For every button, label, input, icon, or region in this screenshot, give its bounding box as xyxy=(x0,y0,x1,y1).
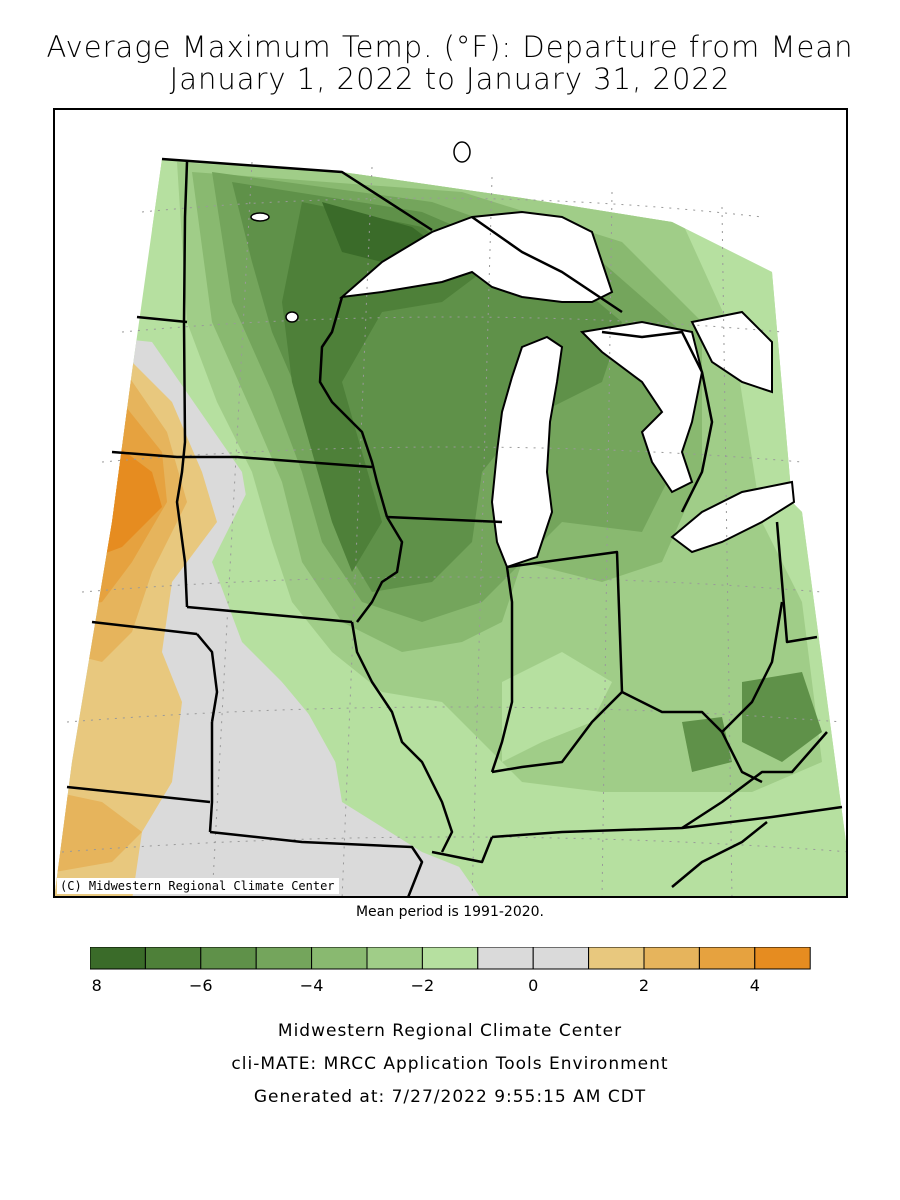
lake-shorelines xyxy=(338,210,796,569)
border-ia-wi xyxy=(356,516,404,623)
legend-swatch xyxy=(144,947,202,970)
credit-application: cli-MATE: MRCC Application Tools Environ… xyxy=(231,1054,669,1074)
legend-swatch xyxy=(477,947,534,970)
temperature-departure-map xyxy=(55,141,846,896)
border-ok-ar xyxy=(209,830,424,896)
border-sd-ne xyxy=(111,450,373,469)
border-mi-up xyxy=(471,215,623,314)
lake-michigan xyxy=(492,337,562,567)
legend-tick-label: −4 xyxy=(300,976,324,995)
legend-swatch xyxy=(255,947,313,970)
legend-swatch xyxy=(366,947,423,970)
border-wi-il xyxy=(386,515,503,524)
border-tn-ms xyxy=(431,836,494,864)
state-borders xyxy=(66,157,843,896)
lake-superior xyxy=(342,212,612,302)
legend-tick-label: 0 xyxy=(528,976,538,995)
border-ne-ks xyxy=(91,620,198,636)
border-il-ky xyxy=(491,601,784,774)
border-il-mo xyxy=(350,621,454,853)
map-panel: (C) Midwestern Regional Climate Center xyxy=(53,108,848,898)
cool-zone-10 xyxy=(502,652,612,762)
region-outline xyxy=(161,157,433,232)
graticule xyxy=(61,161,846,896)
legend-swatch xyxy=(311,947,368,970)
legend-swatch xyxy=(643,947,700,970)
lake-huron-georgian-bay xyxy=(692,312,772,392)
border-nd-sd xyxy=(136,315,188,324)
cool-zone-6 xyxy=(282,202,482,572)
legend-tick-label: 4 xyxy=(750,976,760,995)
credit-generated-timestamp: Generated at: 7/27/2022 9:55:15 AM CDT xyxy=(253,1087,647,1107)
credit-organization: Midwestern Regional Climate Center xyxy=(277,1021,623,1041)
border-tn-va xyxy=(671,821,768,888)
lake-erie xyxy=(672,482,794,552)
legend-swatch xyxy=(90,947,146,970)
border-ia-mo xyxy=(186,605,353,624)
mean-period-note: Mean period is 1991-2020. xyxy=(355,904,545,920)
legend-ticks: −8 −6 −4 −2 0 2 4 xyxy=(90,976,760,995)
legend-tick-label: 2 xyxy=(639,976,649,995)
border-ky-va xyxy=(681,731,828,830)
legend-tick-label: −8 xyxy=(90,976,102,995)
legend-tick-label: −2 xyxy=(411,976,435,995)
legend-swatch xyxy=(200,947,257,970)
cool-zone-7 xyxy=(322,202,432,262)
legend-boxes xyxy=(90,947,811,970)
border-wv xyxy=(720,731,763,784)
map-date-range: January 1, 2022 to January 31, 2022 xyxy=(169,62,731,96)
legend-tick-label: −6 xyxy=(189,976,213,995)
border-ks-mo xyxy=(208,722,214,833)
lake-huron xyxy=(582,322,702,492)
legend-swatch xyxy=(588,947,645,970)
border-il-in xyxy=(490,566,514,773)
warm-zone-5 xyxy=(55,792,142,872)
cool-zone-8 xyxy=(742,672,822,762)
great-lakes xyxy=(342,212,794,567)
border-mn-wi xyxy=(318,296,389,518)
legend-swatch xyxy=(532,947,590,970)
legend-swatch xyxy=(698,947,756,970)
copyright-label: (C) Midwestern Regional Climate Center xyxy=(57,878,339,894)
border-in-oh xyxy=(506,550,624,693)
border-ks-ok xyxy=(66,785,211,804)
border-ne-ia xyxy=(196,633,219,723)
legend-swatch xyxy=(421,947,479,970)
color-legend: −8 −6 −4 −2 0 2 4 xyxy=(90,947,811,995)
map-title: Average Maximum Temp. (°F): Departure fr… xyxy=(46,30,854,64)
islands xyxy=(250,141,471,323)
legend-swatch xyxy=(754,947,811,970)
border-oh-pa xyxy=(775,521,818,644)
